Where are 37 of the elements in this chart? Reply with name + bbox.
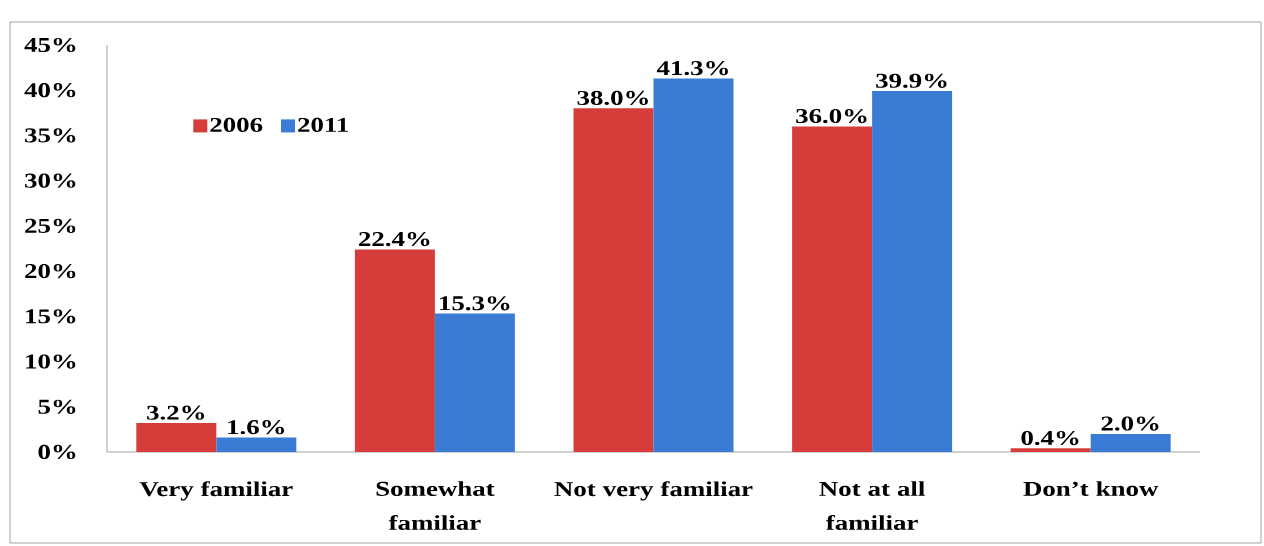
data-label: 0.4% xyxy=(1021,430,1079,446)
y-tick-label: 20% xyxy=(25,263,76,279)
bar xyxy=(792,126,873,452)
bar xyxy=(1010,448,1091,452)
bar xyxy=(216,437,297,452)
data-label: 15.3% xyxy=(440,296,510,311)
y-tick-label: 45% xyxy=(24,37,76,53)
data-label: 2.0% xyxy=(1101,416,1159,431)
data-label: 39.9% xyxy=(876,73,947,88)
legend-label: 2011 xyxy=(298,117,348,133)
bar xyxy=(1090,433,1171,452)
y-tick-label: 15% xyxy=(26,309,76,324)
bar xyxy=(872,91,953,452)
y-tick-label: 0% xyxy=(38,444,76,460)
bar xyxy=(573,108,654,452)
legend-label: 2006 xyxy=(210,117,263,133)
y-tick-label: 10% xyxy=(26,354,76,369)
data-label: 1.6% xyxy=(228,420,285,435)
bar xyxy=(354,249,435,452)
y-tick-label: 40% xyxy=(24,83,76,98)
x-tick-label: Very familiar xyxy=(139,481,293,501)
data-label: 3.2% xyxy=(147,405,205,420)
y-tick-label: 5% xyxy=(38,399,76,414)
x-tick-label: Don’t know xyxy=(1023,481,1159,496)
data-label: 38.0% xyxy=(577,90,648,106)
data-label: 22.4% xyxy=(359,231,430,247)
bar xyxy=(653,78,734,452)
x-tick-label: Not very familiar xyxy=(554,481,753,501)
x-tick-label: Somewhat familiar xyxy=(376,481,495,530)
x-tick-label: Not at all familiar xyxy=(819,481,925,530)
data-label: 36.0% xyxy=(796,108,867,124)
bar xyxy=(136,423,217,452)
data-label: 41.3% xyxy=(656,61,728,76)
y-tick-label: 35% xyxy=(25,128,76,143)
y-tick-label: 30% xyxy=(25,173,76,188)
bar xyxy=(434,313,515,452)
y-tick-label: 25% xyxy=(25,218,76,234)
